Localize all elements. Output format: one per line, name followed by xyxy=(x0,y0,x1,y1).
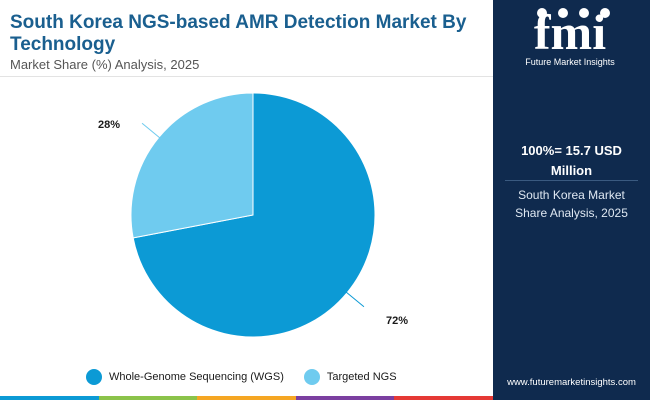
slice-targeted-ngs[interactable] xyxy=(130,92,254,239)
legend-item-targeted-ngs[interactable]: Targeted NGS xyxy=(303,369,397,385)
fmi-logo: fmi Future Market Insights xyxy=(505,4,635,75)
legend-swatch-wgs xyxy=(86,369,102,385)
total-market-value: 100%= 15.7 USD Million xyxy=(521,143,622,178)
slice-label-wgs: 72% xyxy=(386,315,409,327)
pie-chart xyxy=(130,92,376,338)
footer-color-segment xyxy=(0,396,99,400)
footer-color-segment xyxy=(98,396,198,400)
legend-item-wgs[interactable]: Whole-Genome Sequencing (WGS) xyxy=(86,369,284,385)
legend-swatch-targeted-ngs xyxy=(303,369,320,385)
sidebar-divider xyxy=(505,180,638,181)
legend: Whole-Genome Sequencing (WGS) Targeted N… xyxy=(86,369,417,385)
sidebar-summary: South Korea Market Share Analysis, 2025 xyxy=(515,188,628,220)
fmi-logo-mark: fmi xyxy=(534,4,610,60)
slice-wgs-leader-line xyxy=(343,289,365,308)
slice-label-targeted-ngs: 28% xyxy=(98,119,121,131)
footer-color-segment xyxy=(394,396,493,400)
website-link[interactable]: www.futuremarketinsights.com xyxy=(507,377,636,388)
footer-color-bar xyxy=(0,396,493,400)
chart-subtitle: Market Share (%) Analysis, 2025 xyxy=(10,57,200,72)
slice-targeted-ngs-leader-line xyxy=(141,122,163,141)
legend-label-wgs: Whole-Genome Sequencing (WGS) xyxy=(109,371,284,383)
sidebar: fmi Future Market Insights 100%= 15.7 US… xyxy=(493,0,650,400)
logo-caption: Future Market Insights xyxy=(525,57,615,67)
main-panel: South Korea NGS-based AMR Detection Mark… xyxy=(0,12,493,400)
footer-color-segment xyxy=(295,396,395,400)
title-divider xyxy=(0,76,493,77)
legend-label-targeted-ngs: Targeted NGS xyxy=(326,371,397,383)
chart-title: South Korea NGS-based AMR Detection Mark… xyxy=(10,12,467,55)
footer-color-segment xyxy=(197,396,296,400)
